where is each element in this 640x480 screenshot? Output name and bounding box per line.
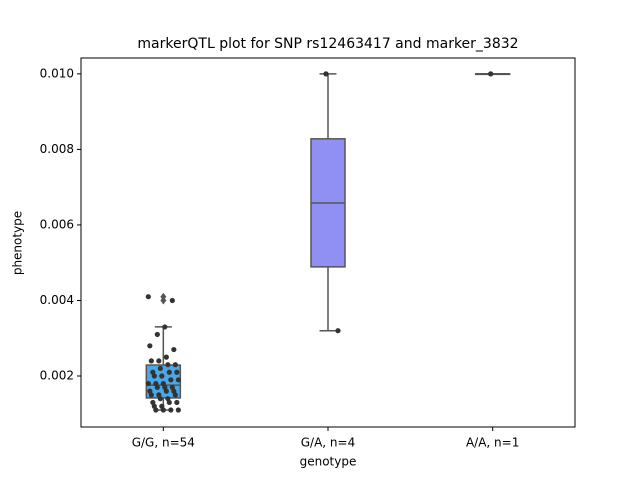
flier xyxy=(160,292,167,301)
data-point xyxy=(163,354,169,360)
data-point xyxy=(175,377,181,383)
data-point xyxy=(172,392,178,398)
data-point xyxy=(157,365,163,372)
data-point xyxy=(147,343,153,349)
data-point xyxy=(335,328,341,334)
y-tick-label: 0.008 xyxy=(40,142,74,156)
y-tick-label: 0.010 xyxy=(40,66,74,80)
data-point xyxy=(153,407,159,413)
data-point xyxy=(166,399,172,406)
data-point xyxy=(159,373,165,379)
data-point xyxy=(175,407,181,413)
data-point xyxy=(160,407,166,413)
data-point xyxy=(151,373,157,379)
data-point xyxy=(165,362,171,368)
data-point xyxy=(148,392,154,398)
data-point xyxy=(171,346,177,353)
x-tick-label: A/A, n=1 xyxy=(466,436,519,450)
y-tick-label: 0.006 xyxy=(40,217,74,231)
chart-title: markerQTL plot for SNP rs12463417 and ma… xyxy=(137,36,518,52)
x-tick-label: G/A, n=4 xyxy=(301,436,355,450)
data-point xyxy=(169,297,175,304)
data-point xyxy=(162,324,168,330)
data-point xyxy=(166,369,172,375)
data-point xyxy=(323,71,329,77)
data-point xyxy=(174,369,180,375)
y-axis-label: phenotype xyxy=(11,211,25,275)
data-point xyxy=(163,388,169,394)
data-point xyxy=(154,384,160,390)
data-point xyxy=(145,294,151,300)
data-point xyxy=(172,362,178,368)
y-tick-label: 0.002 xyxy=(40,369,74,383)
data-point xyxy=(154,331,160,338)
x-tick-label: G/G, n=54 xyxy=(132,436,195,450)
data-point xyxy=(168,407,174,413)
data-point xyxy=(488,71,494,77)
data-point xyxy=(148,358,154,364)
data-point xyxy=(156,358,162,364)
data-point xyxy=(174,399,180,406)
x-axis-label: genotype xyxy=(300,455,357,469)
y-tick-label: 0.004 xyxy=(40,293,74,307)
data-point xyxy=(157,396,163,402)
data-point xyxy=(168,377,174,383)
data-point xyxy=(145,380,151,387)
